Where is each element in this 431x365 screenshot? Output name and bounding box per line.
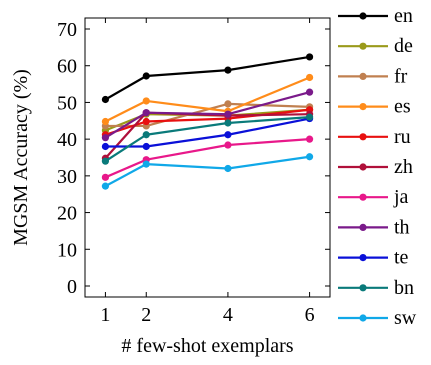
series-line-sw [104,155,310,188]
series-bn [101,113,314,165]
legend-item-de: de [338,35,413,57]
y-tick-label: 40 [57,129,77,151]
legend-item-sw: sw [338,307,417,329]
y-tick-label: 70 [57,19,77,41]
data-point-te [142,142,150,151]
data-point-th [305,88,314,96]
legend-swatch-marker [359,42,367,50]
data-point-ja [101,173,110,181]
legend-swatch-marker [359,133,367,141]
x-axis-label: # few-shot exemplars [121,335,293,357]
data-point-en [101,95,110,104]
legend-swatch-marker [359,284,367,292]
data-point-en [142,72,150,80]
legend-item-es: es [338,96,411,118]
series-line-te [105,117,310,148]
data-point-fr [224,100,232,108]
data-point-en [305,53,314,61]
data-point-sw [224,164,232,173]
legend-label: te [394,247,409,269]
x-tick-label: 6 [305,304,315,326]
data-point-sw [142,160,150,168]
series-ja [101,135,314,181]
series-line-bn [104,116,310,163]
plot-border [84,17,331,298]
legend-item-en: en [338,5,413,27]
x-tick-label: 1 [100,304,110,326]
legend-swatch-marker [359,163,367,171]
series-th [101,88,314,142]
y-tick-label: 10 [57,239,77,261]
legend-swatch-marker [359,72,367,80]
legend-swatch-marker [359,193,367,201]
data-point-en [224,66,232,74]
legend-swatch-marker [359,223,367,231]
series-zh [101,109,314,162]
data-point-es [305,73,314,82]
legend-item-bn: bn [338,277,414,299]
data-point-ja [305,135,314,143]
legend-label: zh [394,156,413,178]
legend-swatch-marker [359,254,367,262]
x-tick-label: 4 [223,304,233,326]
plot-frame [84,17,331,298]
data-point-th [142,109,150,117]
data-point-bn [305,113,314,121]
legend-label: fr [394,65,408,87]
y-tick-label: 50 [57,92,77,114]
legend-item-te: te [338,247,409,269]
data-point-th [224,110,232,118]
legend-label: ru [394,126,411,148]
legend-item-zh: zh [338,156,413,178]
legend-label: en [394,5,413,27]
legend-label: sw [394,307,417,329]
data-point-te [101,142,110,151]
legend-label: th [394,216,410,238]
series-line-es [104,76,311,123]
series-line-ja [104,138,310,179]
data-point-th [101,134,110,142]
data-point-es [142,97,150,105]
x-tick-label: 2 [141,304,151,326]
data-point-ja [224,141,232,149]
legend-swatch-marker [359,12,367,20]
legend-item-fr: fr [338,65,408,87]
series-te [101,114,314,151]
legend-item-th: th [338,216,410,238]
data-point-ru [142,117,150,126]
legend-item-ru: ru [338,126,411,148]
series-en [101,53,314,104]
series-sw [101,153,314,190]
data-point-bn [224,119,232,127]
legend-label: es [394,96,411,118]
series-line-th [104,91,310,139]
legend-label: ja [393,186,409,208]
legend-swatch-marker [359,103,367,111]
data-point-bn [142,131,150,139]
y-tick-label: 0 [67,276,77,298]
legend-label: bn [394,277,414,299]
series-line-en [104,55,310,101]
y-tick-label: 60 [57,56,77,78]
series-lines [101,53,314,190]
data-point-es [101,117,110,126]
data-point-te [224,131,232,139]
y-tick-label: 20 [57,203,77,225]
legend-item-ja: ja [338,186,409,208]
data-point-sw [305,153,314,161]
legend-swatch-marker [359,314,367,322]
axis-ticks: 0 10 20 30 40 50 60 70 1 2 4 6 [57,18,330,326]
y-tick-label: 30 [57,166,77,188]
legend-label: de [394,35,413,57]
y-axis-label: MGSM Accuracy (%) [10,69,32,246]
data-point-sw [101,182,110,190]
legend: en de fr es ru zh ja th te bn sw [338,5,417,329]
data-point-bn [101,157,110,165]
